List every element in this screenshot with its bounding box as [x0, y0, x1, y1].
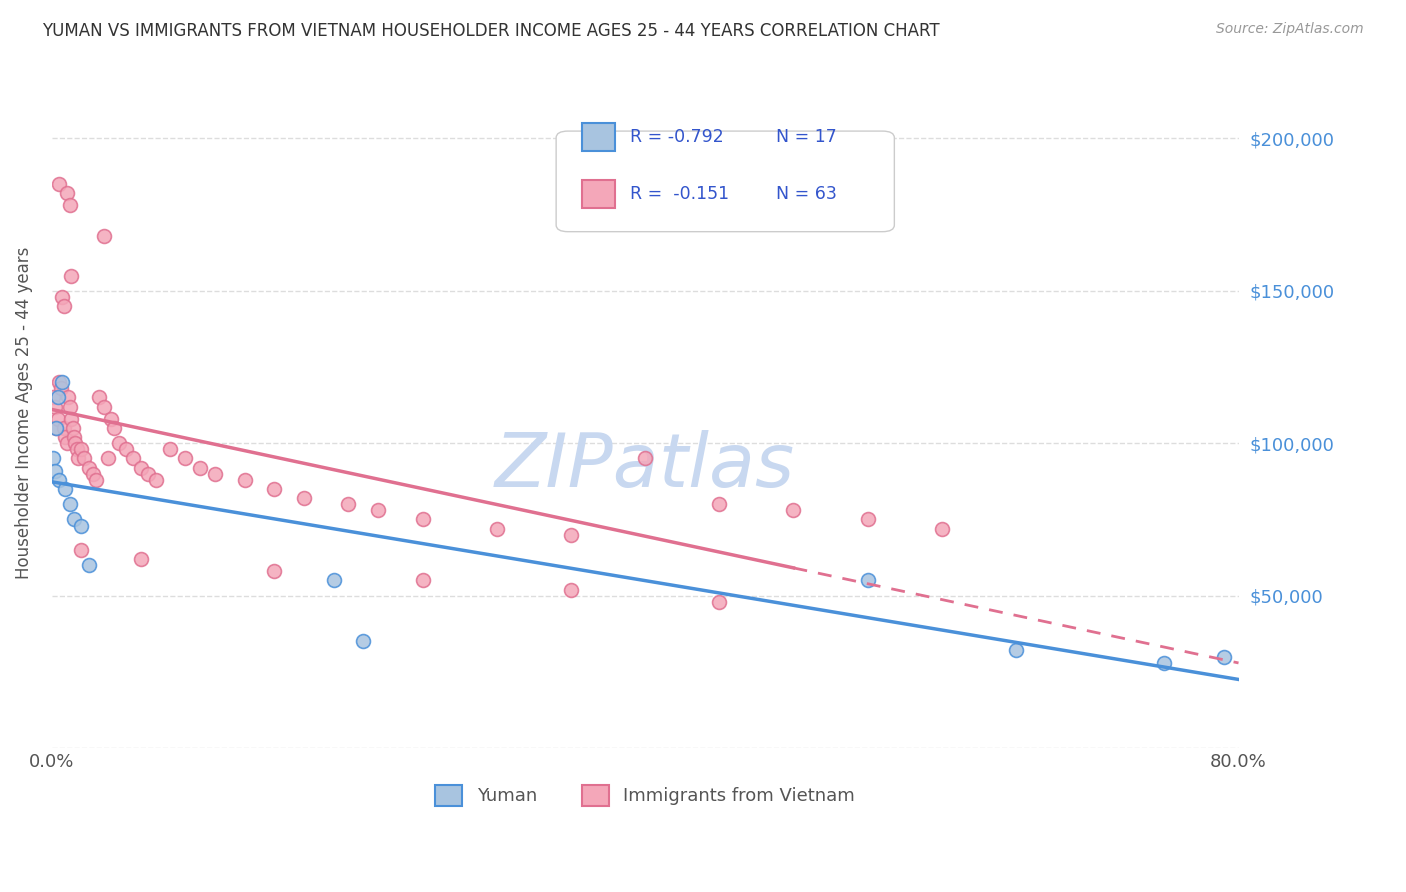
Point [45, 421, 67, 435]
Point [485, 522, 508, 536]
Point [136, 467, 159, 481]
Point [60, 412, 83, 426]
Point [352, 634, 374, 648]
Point [52, 299, 75, 313]
Point [70, 518, 93, 533]
Point [412, 512, 434, 526]
Point [51, 376, 73, 390]
Point [66, 442, 89, 457]
Point [100, 412, 122, 426]
Point [48, 177, 70, 191]
Text: R = -0.792: R = -0.792 [630, 128, 724, 146]
Point [44, 464, 66, 478]
Text: N = 17: N = 17 [776, 128, 837, 146]
Point [63, 512, 86, 526]
Point [60, 268, 83, 283]
Point [856, 574, 879, 588]
Point [42, 391, 65, 405]
Point [115, 442, 138, 457]
Y-axis label: Householder Income Ages 25 - 44 years: Householder Income Ages 25 - 44 years [15, 246, 32, 579]
Point [188, 460, 211, 475]
Point [58, 400, 80, 414]
Point [233, 473, 256, 487]
Point [56, 391, 79, 405]
Point [46, 412, 69, 426]
Text: YUMAN VS IMMIGRANTS FROM VIETNAM HOUSEHOLDER INCOME AGES 25 - 44 YEARS CORRELATI: YUMAN VS IMMIGRANTS FROM VIETNAM HOUSEHO… [42, 22, 939, 40]
Point [48, 473, 70, 487]
Point [89, 391, 111, 405]
Point [73, 451, 96, 466]
Point [560, 527, 582, 541]
Point [292, 491, 315, 505]
Point [782, 503, 804, 517]
Point [129, 552, 152, 566]
Point [77, 460, 100, 475]
Point [82, 467, 104, 481]
Point [52, 421, 75, 435]
Point [709, 497, 731, 511]
Text: N = 63: N = 63 [776, 186, 837, 203]
Point [129, 460, 152, 475]
Point [322, 574, 344, 588]
Text: ZIPatlas: ZIPatlas [495, 430, 796, 502]
Point [103, 421, 125, 435]
Point [93, 400, 115, 414]
Point [412, 574, 434, 588]
Point [51, 290, 73, 304]
Point [63, 430, 86, 444]
Point [709, 595, 731, 609]
Point [44, 400, 66, 414]
Point [42, 451, 65, 466]
Point [263, 482, 285, 496]
Point [107, 436, 129, 450]
Point [55, 186, 77, 201]
Point [70, 442, 93, 457]
Point [634, 451, 657, 466]
Legend: Yuman, Immigrants from Vietnam: Yuman, Immigrants from Vietnam [427, 778, 862, 813]
Point [145, 473, 167, 487]
Point [1153, 656, 1175, 670]
Text: Source: ZipAtlas.com: Source: ZipAtlas.com [1216, 22, 1364, 37]
Point [97, 451, 120, 466]
Point [337, 497, 360, 511]
Text: R =  -0.151: R = -0.151 [630, 186, 728, 203]
Point [49, 381, 72, 395]
Point [48, 376, 70, 390]
Point [58, 198, 80, 212]
Point [367, 503, 389, 517]
Point [45, 421, 67, 435]
Point [931, 522, 953, 536]
Point [159, 442, 181, 457]
Point [1005, 643, 1028, 657]
Point [122, 451, 145, 466]
Point [62, 421, 84, 435]
Point [174, 451, 197, 466]
FancyBboxPatch shape [557, 131, 894, 232]
Point [1212, 649, 1234, 664]
Point [53, 430, 76, 444]
Point [93, 229, 115, 244]
Point [53, 482, 76, 496]
Point [46, 391, 69, 405]
Point [55, 436, 77, 450]
Point [856, 512, 879, 526]
Point [70, 542, 93, 557]
Point [263, 564, 285, 578]
Point [67, 451, 90, 466]
Bar [582, 123, 616, 152]
Point [560, 582, 582, 597]
Bar [582, 180, 616, 208]
Point [77, 558, 100, 573]
Point [58, 497, 80, 511]
Point [204, 467, 226, 481]
Point [84, 473, 107, 487]
Point [65, 436, 87, 450]
